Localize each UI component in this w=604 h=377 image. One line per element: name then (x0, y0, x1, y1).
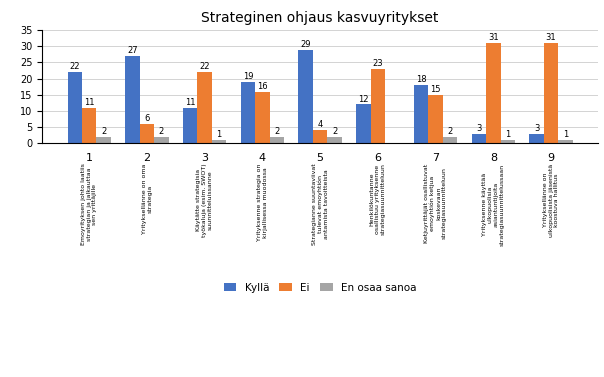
Bar (183, 108, 198, 143)
Bar (313, 130, 327, 143)
Text: Yrityksenne käyttää
ulkopuolisia
asiantuntijoita
strategiasuunnittelussaan: Yrityksenne käyttää ulkopuolisia asiantu… (482, 164, 504, 246)
Text: 1: 1 (505, 130, 510, 139)
Bar (212, 140, 226, 143)
Text: 22: 22 (199, 62, 210, 71)
Legend: Kyllä, Ei, En osaa sanoa: Kyllä, Ei, En osaa sanoa (219, 279, 421, 297)
Text: 2: 2 (332, 127, 337, 136)
Text: 6: 6 (144, 114, 150, 123)
Text: 31: 31 (488, 33, 499, 42)
Text: 3: 3 (534, 124, 539, 133)
Text: 31: 31 (546, 33, 556, 42)
Text: 12: 12 (358, 95, 368, 104)
Bar (443, 137, 457, 143)
Bar (356, 104, 371, 143)
Text: 18: 18 (416, 75, 426, 84)
Text: Strategianne suuntaviivat
tulevat emoyhtión
antamista tavoitteista: Strategianne suuntaviivat tulevat emoyht… (312, 164, 329, 245)
Text: Henkilökuntanne
osallistuu yrityksenne
strategiasuunnitteluun: Henkilökuntanne osallistuu yrityksenne s… (370, 164, 386, 236)
Text: 1: 1 (216, 130, 222, 139)
Text: 3: 3 (476, 124, 481, 133)
Text: Emoyrityksen johto laatiis
strategian ja jalkauttaa
sen yrittäjille: Emoyrityksen johto laatiis strategian ja… (81, 164, 97, 245)
Bar (298, 49, 313, 143)
Bar (371, 69, 385, 143)
Text: Ketjuyrittäjät osallistuvat
emoyhtión ketjua
koskevaan
strategiasuunnitteluun: Ketjuyrittäjät osallistuvat emoyhtión ke… (424, 164, 447, 243)
Text: 23: 23 (373, 59, 383, 68)
Title: Strateginen ohjaus kasvuyritykset: Strateginen ohjaus kasvuyritykset (201, 11, 439, 25)
Text: 16: 16 (257, 81, 268, 90)
Text: 2: 2 (159, 127, 164, 136)
Bar (472, 133, 486, 143)
Bar (198, 72, 212, 143)
Text: 11: 11 (84, 98, 94, 107)
Bar (97, 137, 111, 143)
Text: Yrityksellänne on
ulkopuolisista jäsenistä
koostuva hallitus: Yrityksellänne on ulkopuolisista jäsenis… (543, 164, 559, 237)
Text: 2: 2 (101, 127, 106, 136)
Bar (68, 72, 82, 143)
Bar (241, 82, 255, 143)
Bar (501, 140, 515, 143)
Text: 15: 15 (430, 85, 441, 94)
Text: Yrityksenne strategia on
kirjallisessa muodossa: Yrityksenne strategia on kirjallisessa m… (257, 164, 268, 241)
Bar (82, 108, 97, 143)
Bar (255, 92, 269, 143)
Bar (486, 43, 501, 143)
Text: 4: 4 (318, 120, 323, 129)
Bar (140, 124, 154, 143)
Bar (125, 56, 140, 143)
Text: 11: 11 (185, 98, 196, 107)
Bar (269, 137, 284, 143)
Bar (327, 137, 342, 143)
Bar (558, 140, 573, 143)
Text: 1: 1 (563, 130, 568, 139)
Bar (154, 137, 169, 143)
Text: 27: 27 (127, 46, 138, 55)
Bar (414, 85, 428, 143)
Text: 2: 2 (274, 127, 280, 136)
Text: 2: 2 (448, 127, 452, 136)
Bar (529, 133, 544, 143)
Text: 29: 29 (300, 40, 311, 49)
Text: 22: 22 (69, 62, 80, 71)
Text: 19: 19 (243, 72, 253, 81)
Bar (428, 95, 443, 143)
Text: Käytätte strategisia
työkaluja (esim. SWOT)
suunnitteluissanne: Käytätte strategisia työkaluja (esim. SW… (196, 164, 213, 237)
Text: Yrityksellänne on oma
strategia: Yrityksellänne on oma strategia (141, 164, 152, 234)
Bar (544, 43, 558, 143)
